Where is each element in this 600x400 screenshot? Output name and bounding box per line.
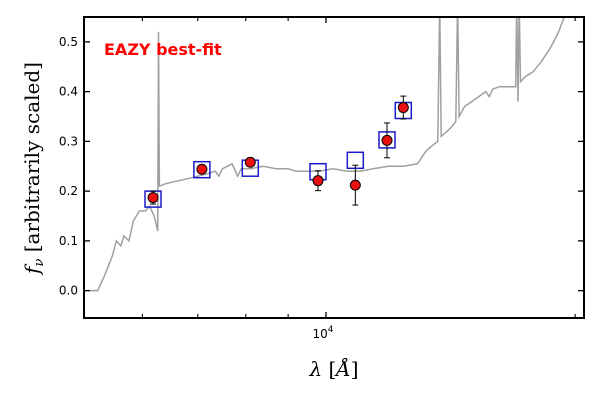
x-axis-close: ]: [351, 357, 359, 381]
y-tick-label: 0.4: [59, 85, 78, 99]
x-tick-label: 104: [312, 325, 333, 341]
y-tick-label: 0.3: [59, 134, 78, 148]
x-axis-unit: Å: [334, 356, 350, 381]
fit-annotation: EAZY best-fit: [104, 40, 222, 59]
x-axis-title: λ [Å]: [308, 356, 358, 381]
plot-frame: [83, 16, 585, 319]
observed-point: [312, 175, 324, 187]
plot-background: [84, 17, 584, 318]
y-tick-label: 0.2: [59, 184, 78, 198]
x-tick-base: 10: [312, 327, 327, 341]
y-tick-label: 0.5: [59, 35, 78, 49]
y-tick-label: 0.0: [59, 284, 78, 298]
template-line: [84, 17, 566, 292]
model-square: [193, 160, 211, 179]
observed-photometry: [147, 95, 409, 206]
y-axis-title: fν [arbitrarily scaled]: [20, 62, 47, 276]
observed-point: [244, 156, 256, 168]
template-spectrum: [84, 17, 566, 292]
observed-point: [196, 163, 208, 175]
y-axis-subscript: ν: [32, 259, 47, 267]
x-axis-symbol: λ: [308, 357, 322, 381]
x-tick-exponent: 4: [328, 325, 334, 335]
y-axis-title-group: fν [arbitrarily scaled]: [20, 62, 47, 276]
axis-ticks: [84, 17, 584, 318]
observed-point: [147, 192, 159, 204]
observed-point: [397, 102, 409, 114]
y-axis-rest: [arbitrarily scaled]: [20, 62, 44, 259]
y-tick-label: 0.1: [59, 234, 78, 248]
tick-labels: 0.0 0.1 0.2 0.3 0.4 0.5 104: [59, 35, 334, 341]
x-axis-open: [: [322, 357, 336, 381]
observed-point: [381, 134, 393, 146]
observed-point: [349, 179, 361, 191]
